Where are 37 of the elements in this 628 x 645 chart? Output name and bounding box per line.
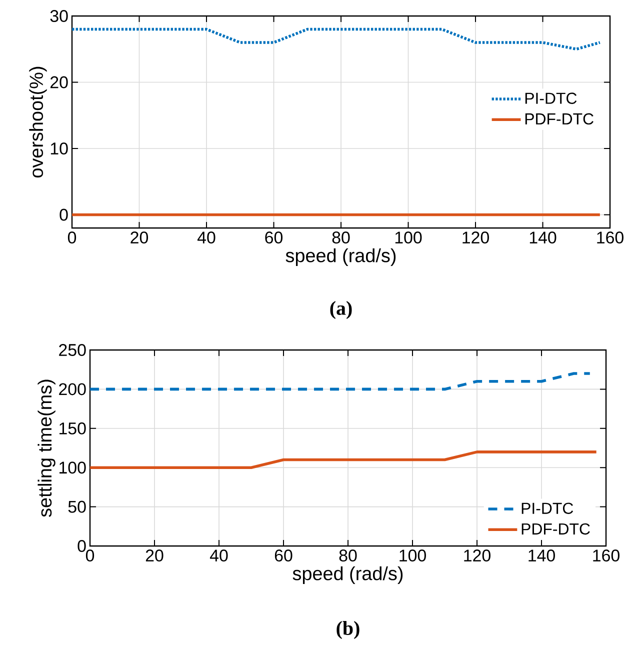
x-tick-label: 20	[130, 232, 148, 244]
x-tick-label: 80	[339, 550, 357, 562]
y-tick-label: 50	[68, 500, 86, 513]
x-tick-label: 80	[332, 232, 350, 244]
x-tick-label: 100	[395, 232, 422, 244]
x-axis-title: speed (rad/s)	[292, 566, 403, 584]
x-tick-label: 60	[265, 232, 283, 244]
x-tick-label: 140	[530, 232, 556, 244]
legend-label: PI-DTC	[522, 502, 574, 514]
x-tick-label: 20	[146, 550, 164, 562]
x-axis-title: speed (rad/s)	[286, 248, 396, 266]
x-tick-label: 40	[197, 232, 216, 244]
x-tick-label: 120	[462, 232, 489, 244]
y-tick-label: 0	[78, 540, 86, 552]
x-tick-label: 40	[210, 550, 228, 562]
y-tick-label: 200	[59, 383, 86, 396]
y-tick-label: 30	[50, 10, 68, 22]
x-tick-label: 60	[274, 550, 292, 562]
y-tick-label: 250	[59, 344, 86, 356]
legend-label: PDF-DTC	[522, 523, 590, 535]
x-tick-label: 120	[464, 550, 490, 562]
text: (b)	[336, 620, 360, 640]
x-tick-label: 100	[400, 550, 426, 562]
y-axis-title: overshoot(%)	[29, 66, 47, 178]
legend-label: PI-DTC	[525, 92, 577, 104]
text: (a)	[330, 300, 352, 320]
y-tick-label: 20	[50, 76, 68, 88]
y-tick-label: 0	[60, 208, 68, 221]
x-tick-label: 0	[86, 550, 94, 562]
y-tick-label: 10	[50, 142, 68, 155]
legend-label: PDF-DTC	[525, 113, 594, 125]
y-tick-label: 100	[60, 462, 86, 474]
x-tick-label: 160	[597, 232, 624, 244]
x-tick-label: 160	[593, 550, 620, 562]
x-tick-label: 140	[528, 550, 555, 562]
y-tick-label: 150	[60, 422, 86, 434]
y-axis-title: settling time(ms)	[38, 380, 56, 517]
